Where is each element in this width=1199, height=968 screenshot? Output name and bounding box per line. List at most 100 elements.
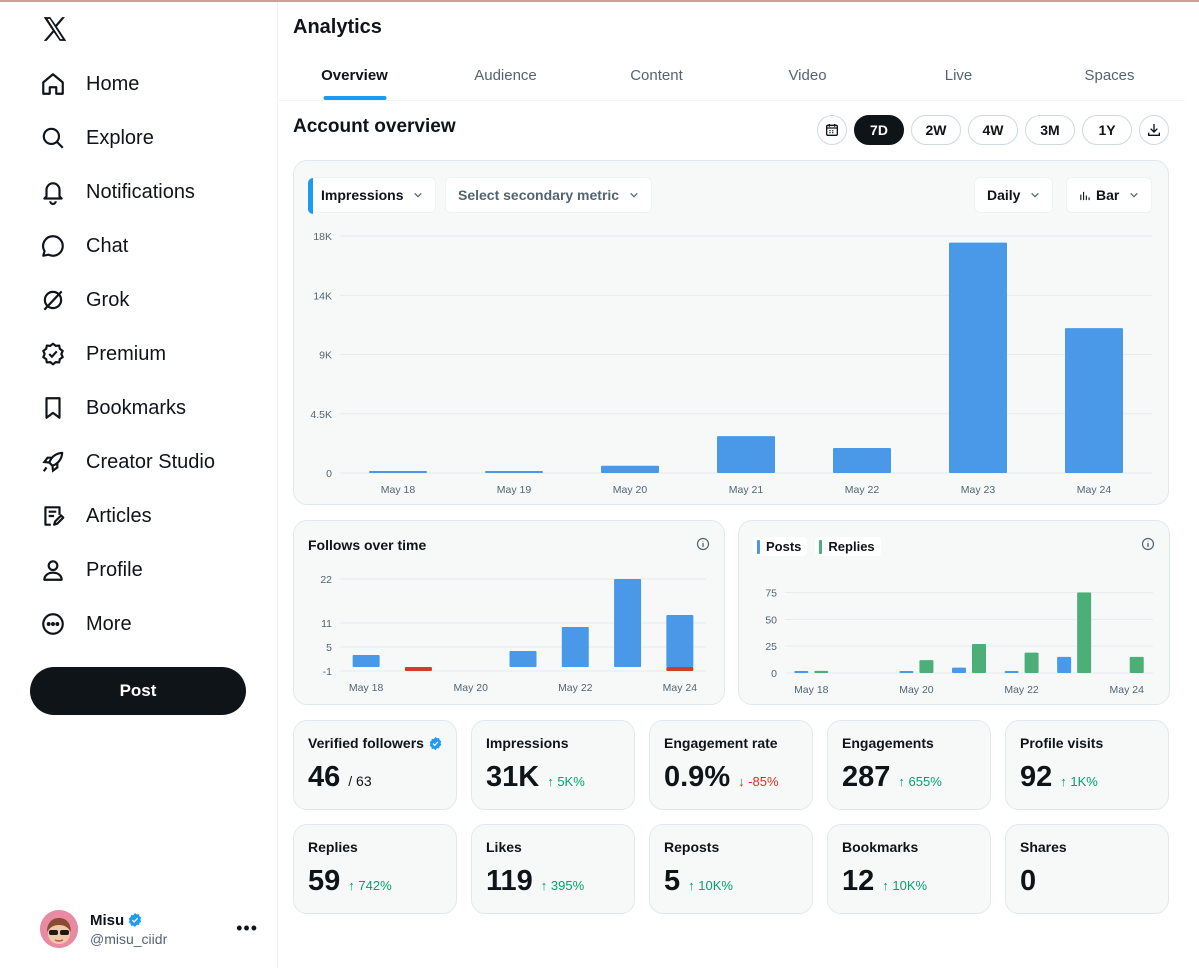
nav-item-bookmarks[interactable]: Bookmarks — [30, 381, 215, 435]
bar — [601, 465, 659, 473]
date-range-selector: 7D 2W 4W 3M 1Y — [817, 115, 1169, 145]
bar — [1065, 328, 1123, 473]
stat-value-text: 31K — [486, 761, 540, 793]
nav-label: Explore — [86, 126, 154, 149]
x-tick-label: May 20 — [453, 682, 488, 694]
stat-label: Shares — [1020, 839, 1067, 855]
stat-card[interactable]: Likes 119 ↑ 395% — [471, 824, 635, 914]
range-3m-button[interactable]: 3M — [1025, 115, 1075, 145]
nav-label: Creator Studio — [86, 450, 215, 473]
bar — [509, 651, 537, 667]
stat-card[interactable]: Verified followers 46 / 63 — [293, 720, 457, 810]
stat-card[interactable]: Engagements 287 ↑ 655% — [827, 720, 991, 810]
info-icon[interactable] — [696, 537, 710, 551]
stat-card[interactable]: Reposts 5 ↑ 10K% — [649, 824, 813, 914]
x-logo-icon[interactable] — [40, 14, 70, 44]
tab-audience[interactable]: Audience — [474, 67, 537, 84]
range-7d-button[interactable]: 7D — [854, 115, 904, 145]
nav-item-articles[interactable]: Articles — [30, 489, 215, 543]
tab-video[interactable]: Video — [788, 67, 827, 84]
stat-value-text: 46 — [308, 761, 341, 793]
range-4w-button[interactable]: 4W — [968, 115, 1018, 145]
stat-label-text: Verified followers — [308, 735, 424, 751]
rocket-icon — [42, 451, 64, 473]
stat-card[interactable]: Impressions 31K ↑ 5K% — [471, 720, 635, 810]
info-icon[interactable] — [1141, 537, 1155, 551]
stat-card[interactable]: Shares 0 — [1005, 824, 1169, 914]
stat-value: 59 ↑ 742% — [308, 865, 392, 898]
nav-item-more[interactable]: More — [30, 597, 215, 651]
download-button[interactable] — [1139, 115, 1169, 145]
post-button[interactable]: Post — [30, 667, 246, 715]
nav-item-profile[interactable]: Profile — [30, 543, 215, 597]
bar — [561, 627, 589, 667]
stat-value: 0 — [1020, 865, 1036, 898]
nav-item-creator-studio[interactable]: Creator Studio — [30, 435, 215, 489]
stat-delta: ↑ 10K% — [882, 878, 928, 893]
stat-card[interactable]: Bookmarks 12 ↑ 10K% — [827, 824, 991, 914]
stat-label: Reposts — [664, 839, 719, 855]
nav-item-home[interactable]: Home — [30, 57, 215, 111]
bar — [794, 671, 809, 673]
secondary-metric-dropdown[interactable]: Select secondary metric — [445, 177, 653, 213]
nav-item-grok[interactable]: Grok — [30, 273, 215, 327]
tab-content[interactable]: Content — [630, 67, 683, 84]
stat-card[interactable]: Engagement rate 0.9% ↓ -85% — [649, 720, 813, 810]
chart-legend: Posts Replies — [753, 537, 881, 556]
legend-item-replies[interactable]: Replies — [815, 537, 881, 556]
interval-dropdown[interactable]: Daily — [974, 177, 1054, 213]
primary-metric-dropdown[interactable]: Impressions — [308, 177, 437, 214]
nav-item-chat[interactable]: Chat — [30, 219, 215, 273]
stat-value-text: 119 — [486, 865, 533, 897]
range-2w-button[interactable]: 2W — [911, 115, 961, 145]
chart-type-dropdown[interactable]: Bar — [1066, 177, 1153, 213]
window-top-border — [0, 0, 1199, 2]
nav-item-explore[interactable]: Explore — [30, 111, 215, 165]
stat-value: 0.9% ↓ -85% — [664, 761, 779, 794]
stat-delta: ↑ 5K% — [547, 774, 585, 789]
bar — [614, 579, 642, 667]
nav-label: Notifications — [86, 180, 195, 203]
tab-spaces[interactable]: Spaces — [1084, 67, 1135, 84]
x-tick-label: May 18 — [349, 682, 384, 694]
stat-label-text: Engagement rate — [664, 735, 778, 751]
stat-label-text: Impressions — [486, 735, 569, 751]
more-circle-icon — [42, 613, 64, 635]
stat-label-text: Shares — [1020, 839, 1067, 855]
follows-chart-card: Follows over time 22 11 5 -1 May 18 May 20 May… — [293, 520, 725, 705]
nav-label: More — [86, 612, 132, 635]
bell-icon — [43, 182, 63, 205]
y-tick-label: 5 — [326, 642, 332, 654]
stat-label: Likes — [486, 839, 522, 855]
y-tick-label: 0 — [771, 668, 777, 680]
stat-card[interactable]: Profile visits 92 ↑ 1K% — [1005, 720, 1169, 810]
y-tick-label: 14K — [313, 290, 332, 302]
tab-overview[interactable]: Overview — [279, 57, 430, 100]
nav-item-notifications[interactable]: Notifications — [30, 165, 215, 219]
x-tick-label: May 22 — [845, 484, 880, 496]
tab-live[interactable]: Live — [944, 67, 973, 84]
nav-item-premium[interactable]: Premium — [30, 327, 215, 381]
stat-value-text: 5 — [664, 865, 681, 897]
stat-label-text: Bookmarks — [842, 839, 919, 855]
search-icon — [42, 127, 64, 149]
chevron-down-icon — [1031, 192, 1040, 198]
account-switcher[interactable]: Misu @misu_ciidr ••• — [40, 908, 270, 950]
bar — [833, 447, 891, 473]
range-1y-button[interactable]: 1Y — [1082, 115, 1132, 145]
stat-label-text: Replies — [308, 839, 358, 855]
y-tick-label: 75 — [765, 588, 777, 600]
calendar-button[interactable] — [817, 115, 847, 145]
avatar — [40, 910, 78, 948]
download-icon — [1148, 124, 1160, 136]
stat-card[interactable]: Replies 59 ↑ 742% — [293, 824, 457, 914]
bar — [369, 471, 427, 473]
verified-check-icon — [128, 913, 142, 927]
interval-label: Daily — [987, 187, 1021, 203]
impressions-chart-card: Impressions Select secondary metric Dail… — [293, 160, 1169, 505]
stat-value-text: 0 — [1020, 865, 1037, 897]
legend-item-posts[interactable]: Posts — [753, 537, 808, 556]
more-dots-icon[interactable]: ••• — [236, 918, 258, 938]
y-tick-label: 4.5K — [310, 409, 332, 421]
bar — [1077, 592, 1092, 673]
